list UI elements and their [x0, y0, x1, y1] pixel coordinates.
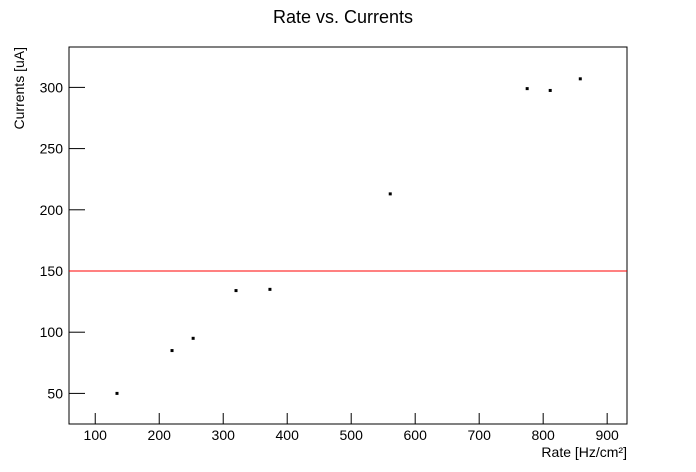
x-axis-label: Rate [Hz/cm²] — [541, 444, 627, 460]
y-tick-label: 250 — [40, 141, 64, 157]
y-tick-label: 200 — [40, 202, 64, 218]
point — [525, 87, 529, 91]
y-tick-label: 50 — [47, 385, 63, 401]
x-tick-label: 500 — [340, 427, 364, 443]
x-tick-label: 800 — [531, 427, 555, 443]
y-tick-label: 100 — [40, 324, 64, 340]
point — [388, 192, 392, 196]
point — [234, 289, 238, 293]
point — [268, 287, 272, 291]
x-tick-label: 100 — [84, 427, 108, 443]
point — [115, 391, 119, 395]
x-tick-label: 600 — [404, 427, 428, 443]
point — [548, 88, 552, 92]
point — [191, 336, 195, 340]
y-tick-label: 300 — [40, 79, 64, 95]
x-tick-label: 900 — [595, 427, 619, 443]
x-tick-label: 300 — [212, 427, 236, 443]
chart-title: Rate vs. Currents — [273, 7, 413, 27]
y-tick-label: 150 — [40, 263, 64, 279]
point — [170, 349, 174, 353]
x-tick-label: 700 — [468, 427, 492, 443]
x-tick-label: 400 — [276, 427, 300, 443]
plot-frame — [68, 46, 628, 425]
x-tick-label: 200 — [148, 427, 172, 443]
point — [578, 77, 582, 81]
y-axis-label: Currents [uA] — [11, 47, 27, 129]
